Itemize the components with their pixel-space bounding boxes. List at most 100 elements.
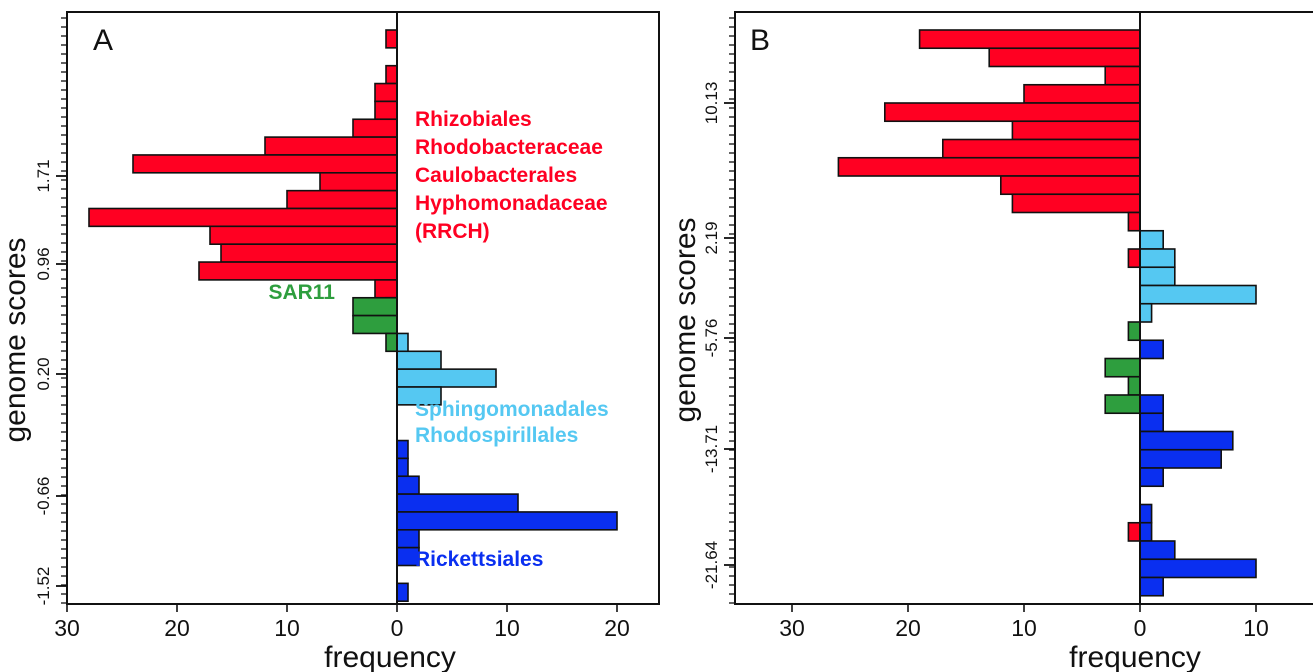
plot-frame — [734, 11, 1313, 605]
histogram-bar — [220, 243, 398, 263]
histogram-bar — [1139, 248, 1176, 269]
group-label: Caulobacterales — [415, 164, 577, 187]
histogram-bar — [1139, 412, 1165, 433]
histogram-bar — [132, 154, 398, 174]
histogram-bar — [1127, 521, 1141, 542]
y-tick-label: -21.64 — [702, 541, 721, 589]
x-tick-label: 30 — [54, 615, 80, 641]
histogram-bar — [1127, 321, 1141, 342]
y-tick-label: -1.52 — [34, 567, 53, 606]
y-tick-label: -13.71 — [702, 425, 721, 473]
histogram-bar — [1139, 576, 1165, 597]
histogram-bar — [1139, 558, 1257, 579]
histogram-bar — [385, 332, 398, 353]
group-label: Rickettsiales — [415, 548, 543, 571]
x-tick-label: 10 — [494, 615, 520, 641]
x-tick-label: 10 — [274, 615, 300, 641]
x-tick-label: 30 — [779, 615, 805, 641]
histogram-bar — [396, 457, 409, 478]
histogram-bar — [1139, 521, 1153, 542]
y-tick-label: 10.13 — [702, 82, 721, 125]
group-label: Rhodospirillales — [415, 424, 578, 447]
histogram-bar — [396, 528, 420, 549]
x-tick-label: 0 — [391, 615, 404, 641]
histogram-bar — [1139, 302, 1153, 323]
histogram-bar — [1139, 339, 1165, 360]
histogram-bar — [385, 29, 398, 49]
histogram-bar — [1139, 284, 1257, 305]
histogram-bar — [396, 368, 497, 388]
histogram-bar — [319, 172, 398, 192]
histogram-bar — [1011, 120, 1141, 141]
panel-a: 30 20 10 0 10 20 -1.52 -0.66 0.20 0.96 1.71 frequen… — [0, 11, 660, 672]
y-axis-title: genome scores — [669, 217, 702, 422]
histogram-bar — [88, 207, 398, 228]
group-label: Rhizobiales — [415, 108, 532, 131]
panel-letter: B — [750, 24, 770, 57]
y-axis-title: genome scores — [0, 237, 32, 442]
histogram-bar — [209, 225, 398, 246]
histogram-bar — [352, 296, 398, 317]
histogram-bar — [374, 279, 398, 299]
x-tick-label: 20 — [604, 615, 630, 641]
group-label: Hyphomonadaceae — [415, 192, 608, 215]
histogram-bar — [1104, 394, 1141, 415]
histogram-bar — [1139, 430, 1234, 451]
group-label: Rhodobacteraceae — [415, 136, 603, 159]
histogram-bar — [1127, 248, 1141, 269]
histogram-bar — [1104, 357, 1141, 378]
histogram-bar — [1139, 394, 1165, 415]
histogram-bar — [396, 350, 442, 370]
histogram-bar — [1139, 266, 1176, 287]
plot-frame — [66, 11, 660, 605]
histogram-bar — [1139, 540, 1176, 561]
histogram-bar — [1139, 229, 1165, 250]
histogram-bar — [286, 189, 398, 210]
histogram-bar — [374, 100, 398, 121]
histogram-bar — [1023, 83, 1141, 104]
histogram-bar — [1127, 211, 1141, 232]
x-tick-label: 20 — [895, 615, 921, 641]
panel-letter: A — [93, 24, 113, 57]
histogram-bar — [988, 47, 1141, 68]
histogram-bar — [198, 261, 398, 281]
histogram-bar — [1011, 193, 1141, 214]
histogram-bar — [396, 493, 519, 513]
histogram-bar — [1127, 375, 1141, 396]
histogram-bar — [374, 82, 398, 103]
histogram-bar — [385, 64, 398, 85]
x-tick-label: 10 — [1243, 615, 1269, 641]
histogram-bar — [396, 475, 420, 495]
histogram-bar — [396, 332, 409, 353]
histogram-bar — [352, 118, 398, 138]
x-axis-title: frequency — [1069, 641, 1201, 672]
histogram-bar — [837, 156, 1141, 177]
y-tick-label: 0.96 — [34, 247, 53, 280]
histogram-bar — [352, 314, 398, 335]
histogram-bar — [918, 29, 1141, 50]
histogram-bar — [396, 582, 409, 602]
group-label: Sphingomonadales — [415, 398, 609, 421]
y-tick-label: -0.66 — [34, 477, 53, 516]
x-tick-label: 20 — [164, 615, 190, 641]
histogram-bar — [1139, 448, 1222, 469]
y-tick-label: -5.76 — [702, 319, 721, 358]
group-label: SAR11 — [268, 281, 335, 304]
histogram-bar — [1104, 65, 1141, 86]
y-tick-label: 2.19 — [702, 221, 721, 254]
histogram-bar — [999, 175, 1141, 196]
histogram-bar — [1139, 467, 1165, 488]
histogram-bar — [396, 439, 409, 460]
x-tick-label: 10 — [1011, 615, 1037, 641]
histogram-bar — [883, 102, 1141, 123]
histogram-bar — [396, 511, 618, 531]
y-tick-label: 0.20 — [34, 357, 53, 390]
histogram-bar — [941, 138, 1141, 159]
histogram-bar — [264, 136, 398, 156]
panel-b: 30 20 10 0 10 -21.64 -13.71 -5.76 2.19 10.13 frequ… — [669, 11, 1313, 672]
x-axis-title: frequency — [324, 641, 456, 672]
histogram-bar — [1139, 503, 1153, 524]
y-tick-label: 1.71 — [34, 159, 53, 192]
x-tick-label: 0 — [1134, 615, 1147, 641]
